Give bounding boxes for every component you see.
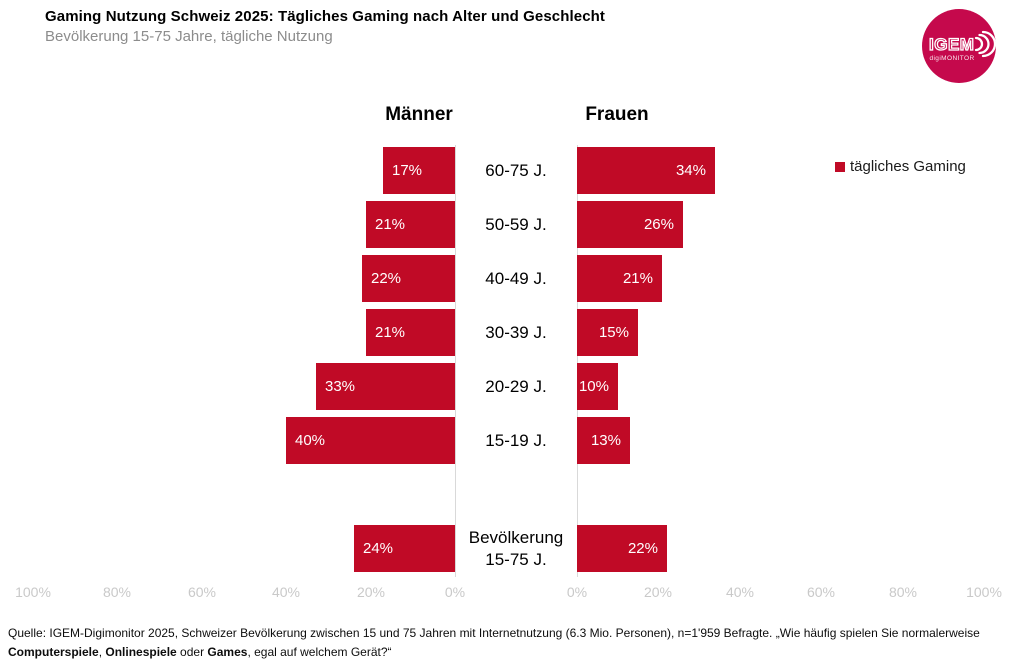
axis-tick-left: 0% [444,584,466,600]
logo-wave-icon [981,30,997,58]
age-group-label: 30-39 J. [485,322,547,342]
bar-value-label: 21% [375,324,406,341]
bar-value-label: 22% [371,270,402,287]
bar-value-label: 21% [375,216,406,233]
legend-label: tägliches Gaming [850,158,966,175]
bar-value-label: 22% [627,540,658,557]
page-subtitle: Bevölkerung 15-75 Jahre, tägliche Nutzun… [45,28,333,45]
logo-subtext: digiMONITOR [929,55,974,62]
axis-tick-right: 60% [806,584,836,600]
source-footnote: Quelle: IGEM-Digimonitor 2025, Schweizer… [8,624,1020,661]
axis-tick-right: 100% [966,584,1002,600]
axis-tick-right: 20% [643,584,673,600]
axis-tick-left: 100% [15,584,51,600]
bar-men: 17% [383,147,455,194]
igem-digimonitor-logo: IGEM digiMONITOR [922,9,997,83]
age-group-label: Bevölkerung 15-75 J. [468,527,564,569]
bar-value-label: 17% [392,162,423,179]
bar-value-label: 33% [325,378,356,395]
bar-men: 21% [366,309,455,356]
bar-men: 33% [316,363,455,410]
logo-wordmark: IGEM [929,35,974,54]
footnote-segment: , [98,644,106,659]
bar-value-label: 26% [643,216,674,233]
page-title: Gaming Nutzung Schweiz 2025: Tägliches G… [45,8,605,25]
axis-tick-left: 40% [271,584,301,600]
bar-value-label: 15% [598,324,629,341]
axis-tick-right: 0% [566,584,588,600]
axis-tick-right: 80% [888,584,918,600]
footnote-segment: oder [176,644,208,659]
bar-men: 40% [286,417,455,464]
legend-swatch [835,161,845,172]
axis-tick-left: 60% [187,584,217,600]
bar-men: 21% [366,201,455,248]
column-header-women: Frauen [585,104,649,125]
footnote-segment: , egal auf welchem Gerät?“ [247,644,392,659]
bar-women: 15% [577,309,638,356]
footnote-segment: Computerspiele [8,644,99,659]
age-group-label: 20-29 J. [485,376,547,396]
logo-wave-icon [978,33,990,55]
bar-value-label: 40% [295,432,326,449]
zero-baseline-right [577,145,578,577]
bar-value-label: 21% [622,270,653,287]
column-header-men: Männer [385,104,453,125]
footnote-segment: Games [207,644,248,659]
zero-baseline-left [455,145,456,577]
axis-tick-right: 40% [725,584,755,600]
bar-women: 22% [577,525,667,572]
age-group-label: 15-19 J. [485,430,547,450]
logo-circle [922,9,996,83]
bar-value-label: 13% [590,432,621,449]
legend: tägliches Gaming [835,158,966,175]
bar-women: 21% [577,255,662,302]
footnote-segment: Quelle: IGEM-Digimonitor 2025, Schweizer… [8,626,980,640]
footnote-segment: Onlinespiele [105,644,177,659]
bar-value-label: 10% [578,378,609,395]
bar-value-label: 34% [675,162,706,179]
bar-value-label: 24% [363,540,394,557]
bar-women: 10% [577,363,618,410]
axis-tick-left: 80% [102,584,132,600]
age-group-label: 60-75 J. [485,160,547,180]
bar-women: 26% [577,201,683,248]
bar-men: 22% [362,255,455,302]
bar-women: 13% [577,417,630,464]
bar-men: 24% [354,525,455,572]
bar-women: 34% [577,147,715,194]
age-group-label: 40-49 J. [485,268,547,288]
logo-wave-icon [974,36,984,52]
age-group-label: 50-59 J. [485,214,547,234]
axis-tick-left: 20% [356,584,386,600]
